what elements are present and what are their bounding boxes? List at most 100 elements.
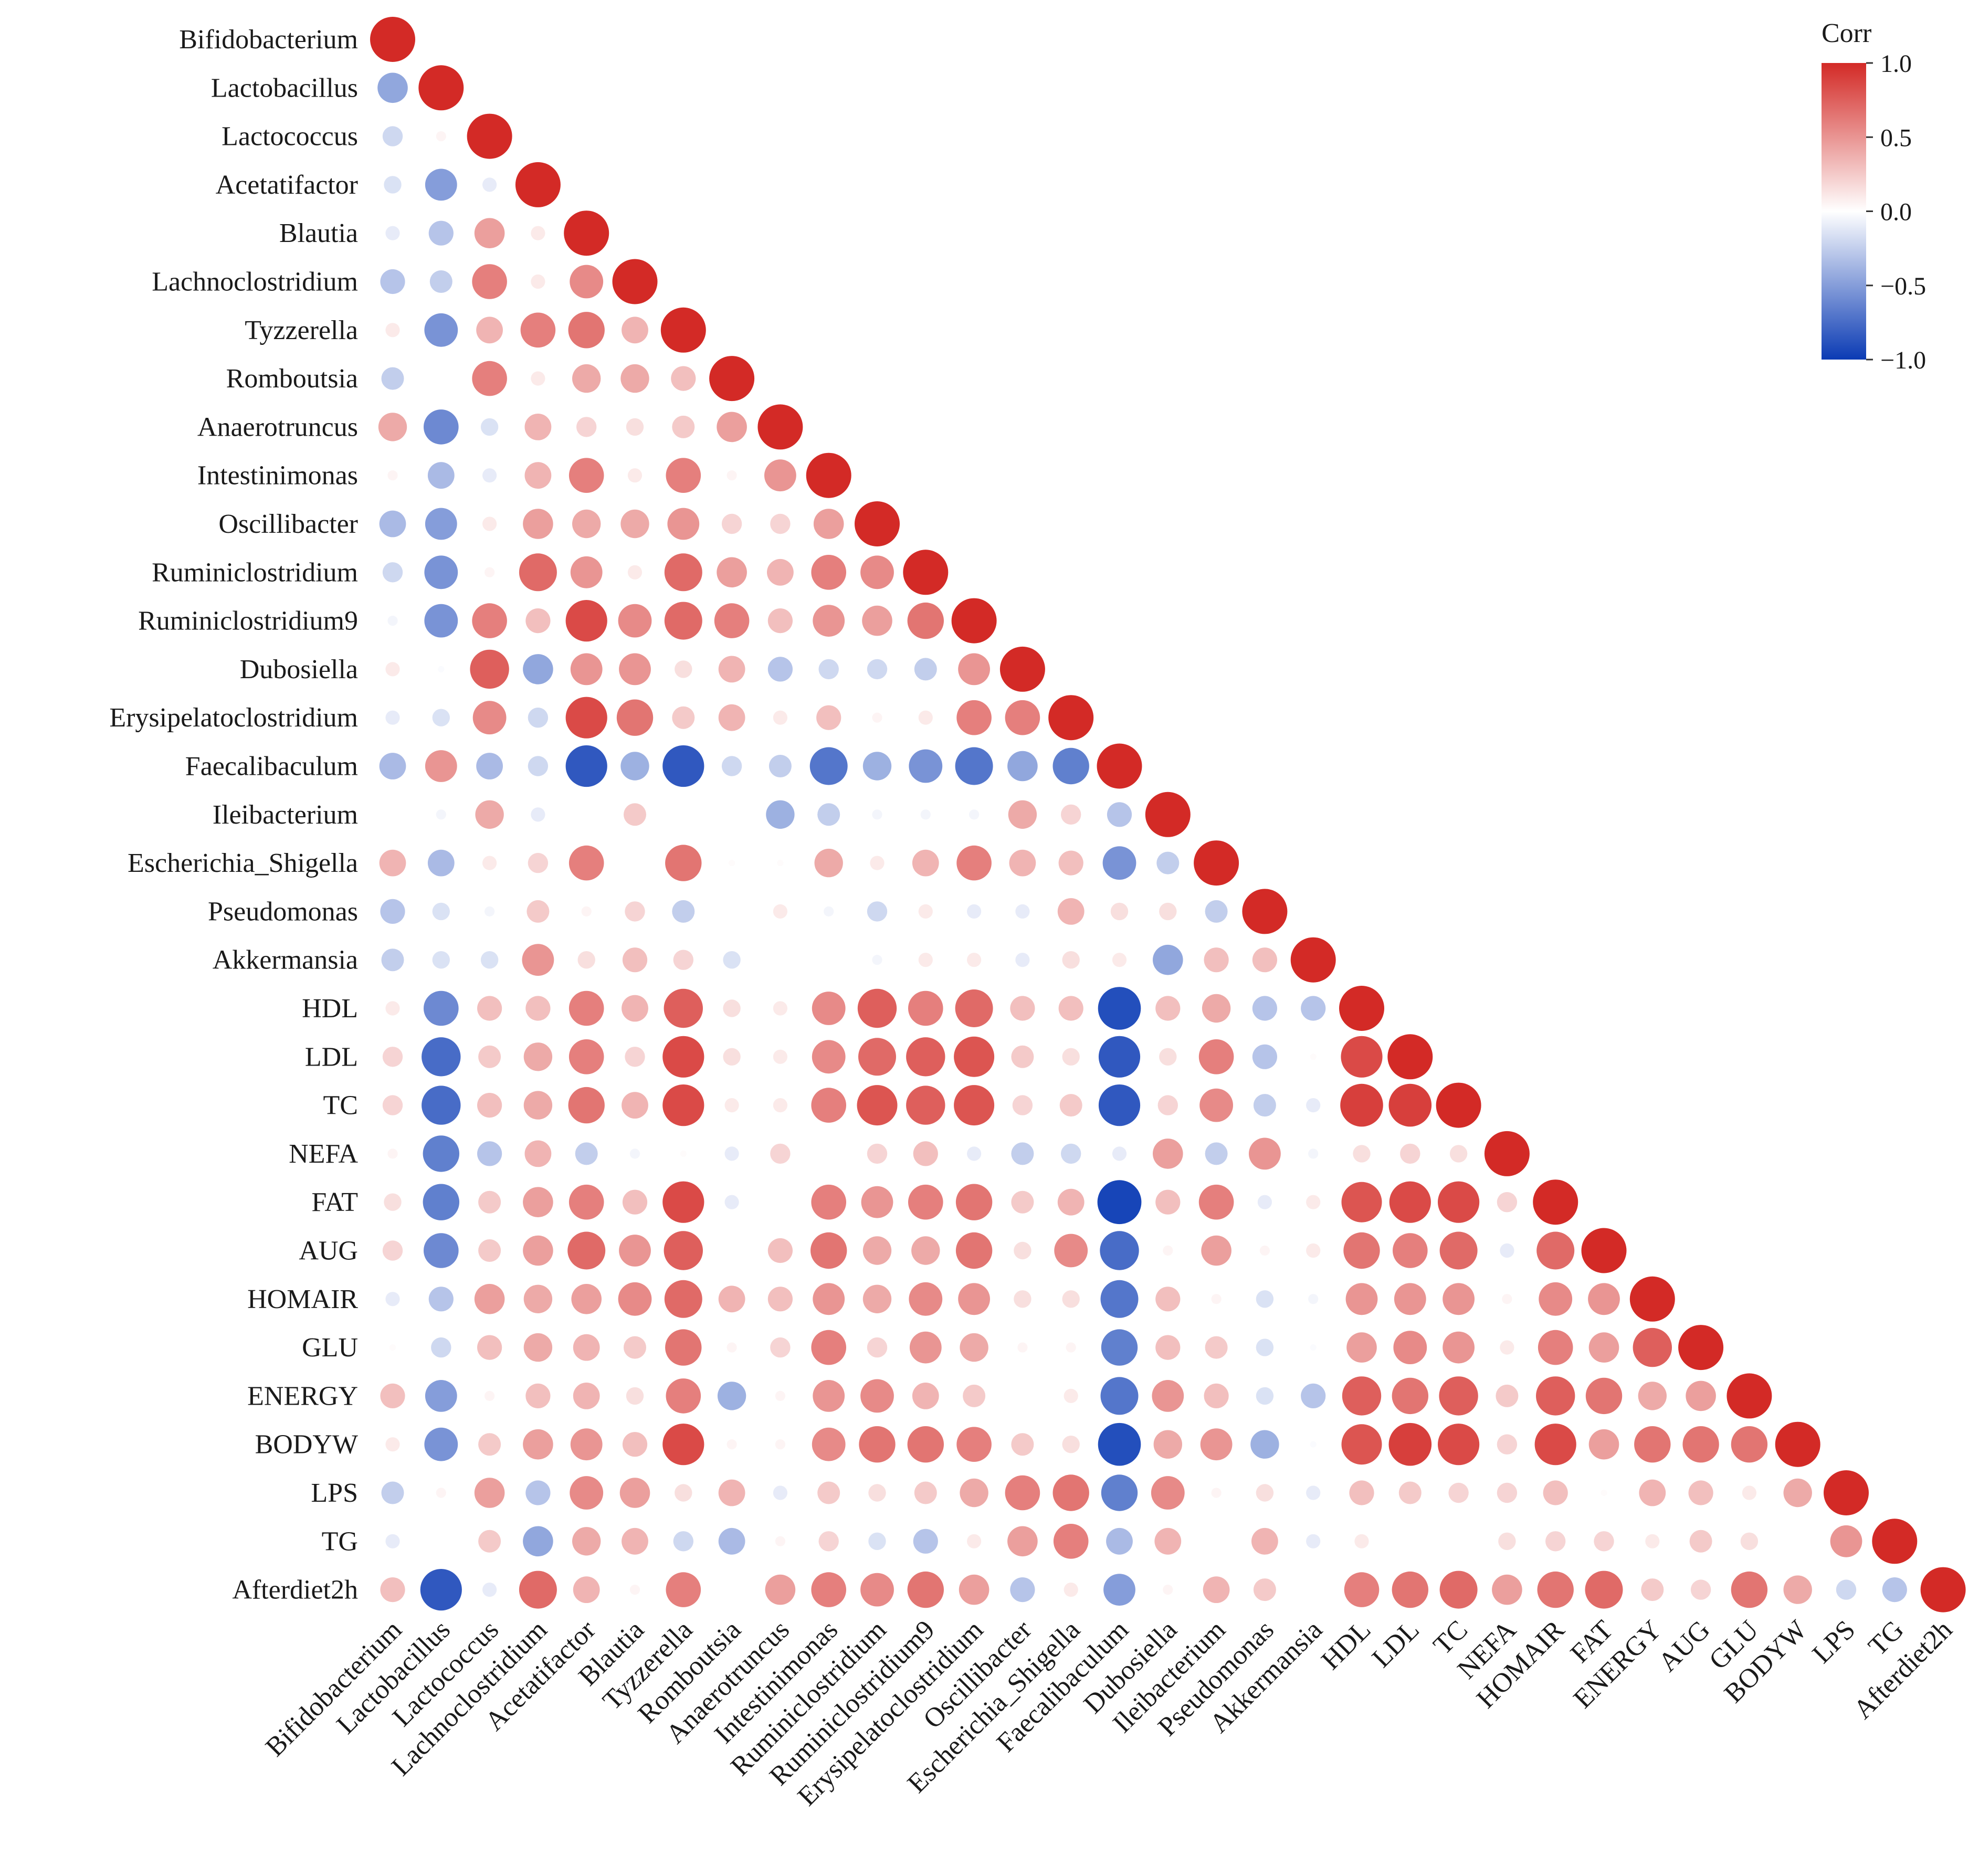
corr-cell-LDL-Intestinimonas <box>812 1040 846 1074</box>
corr-cell-Intestinimonas-Anaerotruncus <box>764 459 796 492</box>
corr-cell-Romboutsia-Lachnoclostridium <box>531 371 545 386</box>
corr-cell-FAT-TC <box>1438 1181 1480 1223</box>
row-label-LPS: LPS <box>311 1478 358 1508</box>
corr-cell-LPS-BODYW <box>1783 1478 1812 1508</box>
legend-tick-label: 1.0 <box>1880 50 1912 78</box>
corr-cell-TG-Lactococcus <box>478 1530 501 1553</box>
corr-cell-FAT-Bifidobacterium <box>384 1193 402 1211</box>
corr-cell-HDL-Oscillibacter <box>1010 996 1035 1021</box>
corr-cell-TG-GLU <box>1740 1532 1759 1550</box>
corr-cell-Dubosiella-Anaerotruncus <box>767 657 793 682</box>
corr-cell-LDL-Ileibacterium <box>1198 1039 1234 1074</box>
corr-cell-HDL-Akkermansia <box>1301 996 1326 1021</box>
row-label-Afterdiet2h: Afterdiet2h <box>232 1575 358 1605</box>
corr-cell-LDL-Erysipelatoclostridium <box>954 1036 995 1077</box>
corr-cell-Lachnoclostridium-Blautia <box>612 259 658 304</box>
corr-cell-Lachnoclostridium-Lactococcus <box>472 264 507 299</box>
corr-cell-TG-Erysipelatoclostridium <box>967 1534 982 1548</box>
corr-cell-LPS-ENERGY <box>1639 1479 1666 1506</box>
corr-cell-TC-Blautia <box>622 1092 648 1119</box>
corr-cell-Afterdiet2h-Ruminiclostridium9 <box>907 1571 944 1608</box>
row-label-AUG: AUG <box>299 1236 358 1266</box>
corr-cell-BODYW-Escherichia_Shigella <box>1062 1436 1080 1453</box>
corr-cell-GLU-Blautia <box>624 1336 646 1359</box>
corr-cell-TG-Ruminiclostridium9 <box>913 1529 938 1554</box>
corr-cell-FAT-Ruminiclostridium <box>861 1186 893 1218</box>
corr-cell-Akkermansia-Lactobacillus <box>432 951 450 969</box>
corr-cell-TC-Erysipelatoclostridium <box>954 1085 995 1126</box>
corr-cell-ENERGY-NEFA <box>1496 1384 1519 1407</box>
row-label-Faecalibaculum: Faecalibaculum <box>185 752 358 782</box>
corr-cell-Afterdiet2h-ENERGY <box>1641 1578 1664 1601</box>
corr-cell-LPS-Ruminiclostridium9 <box>914 1481 937 1504</box>
corr-cell-ENERGY-Akkermansia <box>1301 1383 1326 1408</box>
corr-cell-FAT-Dubosiella <box>1155 1189 1181 1215</box>
corr-cell-AUG-Ruminiclostridium9 <box>911 1236 940 1265</box>
corr-cell-Faecalibaculum-Lactococcus <box>476 753 503 779</box>
corr-cell-Ileibacterium-Dubosiella <box>1145 792 1191 837</box>
corr-cell-Dubosiella-Oscillibacter <box>999 646 1045 692</box>
corr-cell-TC-Romboutsia <box>724 1098 739 1113</box>
corr-cell-HDL-Lachnoclostridium <box>525 996 551 1021</box>
corr-cell-LPS-Anaerotruncus <box>773 1485 787 1500</box>
corr-cell-TC-Lactococcus <box>477 1093 502 1118</box>
corr-cell-NEFA-NEFA <box>1484 1131 1530 1176</box>
corr-cell-BODYW-GLU <box>1731 1426 1768 1463</box>
corr-cell-NEFA-Ileibacterium <box>1205 1142 1228 1165</box>
corr-cell-NEFA-Blautia <box>629 1148 640 1159</box>
corr-cell-AUG-Intestinimonas <box>810 1232 847 1269</box>
corr-cell-Ruminiclostridium-Blautia <box>627 565 643 579</box>
corr-cell-LPS-Akkermansia <box>1306 1485 1321 1500</box>
corr-cell-Ileibacterium-Intestinimonas <box>817 803 840 826</box>
corr-cell-TC-Anaerotruncus <box>773 1098 787 1113</box>
row-label-Tyzzerella: Tyzzerella <box>245 315 358 345</box>
corr-cell-Ileibacterium-Ruminiclostridium9 <box>920 809 931 820</box>
corr-cell-Lachnoclostridium-Lachnoclostridium <box>531 274 545 289</box>
corr-cell-Escherichia_Shigella-Lactococcus <box>482 856 497 870</box>
corr-cell-FAT-HOMAIR <box>1533 1179 1578 1225</box>
corr-cell-Oscillibacter-Romboutsia <box>721 513 742 534</box>
corr-cell-Acetatifactor-Bifidobacterium <box>384 176 402 194</box>
corr-cell-Faecalibaculum-Blautia <box>620 752 649 781</box>
corr-cell-Dubosiella-Bifidobacterium <box>385 662 400 677</box>
corr-cell-HOMAIR-Acetatifactor <box>571 1284 602 1314</box>
corr-cell-HOMAIR-Lachnoclostridium <box>523 1284 553 1313</box>
corr-cell-Pseudomonas-Erysipelatoclostridium <box>967 904 982 919</box>
corr-cell-Erysipelatoclostridium-Escherichia_Shigella <box>1048 695 1094 741</box>
corr-cell-TG-HOMAIR <box>1545 1531 1566 1552</box>
corr-cell-TG-TG <box>1872 1519 1918 1564</box>
corr-cell-ENERGY-Bifidobacterium <box>380 1383 405 1408</box>
corr-cell-Oscillibacter-Anaerotruncus <box>770 513 791 534</box>
corr-cell-Erysipelatoclostridium-Intestinimonas <box>816 705 841 730</box>
corr-cell-NEFA-Romboutsia <box>724 1146 739 1161</box>
corr-cell-TG-Intestinimonas <box>818 1531 839 1552</box>
corr-cell-GLU-Escherichia_Shigella <box>1066 1342 1076 1353</box>
corr-cell-TG-Faecalibaculum <box>1106 1527 1133 1555</box>
corr-cell-TG-NEFA <box>1498 1532 1516 1550</box>
corr-cell-Ileibacterium-Anaerotruncus <box>766 800 795 829</box>
corr-cell-GLU-Tyzzerella <box>665 1329 702 1366</box>
corr-cell-Pseudomonas-Faecalibaculum <box>1110 902 1129 921</box>
corr-cell-ENERGY-Ruminiclostridium9 <box>912 1383 939 1409</box>
corr-cell-GLU-Ileibacterium <box>1205 1336 1228 1359</box>
corr-cell-LPS-Lachnoclostridium <box>525 1480 551 1505</box>
corr-cell-GLU-Anaerotruncus <box>770 1337 791 1358</box>
corr-cell-Ruminiclostridium9-Tyzzerella <box>664 602 702 640</box>
corr-cell-LDL-Dubosiella <box>1159 1048 1177 1066</box>
corr-cell-Romboutsia-Acetatifactor <box>572 364 601 393</box>
corr-cell-Lachnoclostridium-Acetatifactor <box>570 265 604 299</box>
corr-cell-LPS-Blautia <box>619 1478 650 1508</box>
corr-cell-ENERGY-Escherichia_Shigella <box>1064 1388 1078 1403</box>
corr-cell-FAT-HDL <box>1341 1182 1382 1222</box>
corr-cell-Afterdiet2h-Blautia <box>629 1585 640 1595</box>
corr-cell-TC-Escherichia_Shigella <box>1059 1094 1082 1117</box>
corr-cell-BODYW-Lactobacillus <box>424 1427 458 1461</box>
corr-cell-Pseudomonas-Lactococcus <box>485 906 495 916</box>
corr-cell-HOMAIR-Erysipelatoclostridium <box>958 1283 990 1315</box>
corr-cell-Escherichia_Shigella-Lactobacillus <box>427 849 455 877</box>
corr-cell-BODYW-Bifidobacterium <box>385 1437 400 1452</box>
corr-cell-HOMAIR-Tyzzerella <box>664 1280 702 1318</box>
corr-cell-HOMAIR-Ruminiclostridium <box>862 1284 892 1313</box>
corr-cell-Ruminiclostridium9-Bifidobacterium <box>387 616 398 626</box>
corr-cell-LPS-TC <box>1448 1482 1469 1503</box>
